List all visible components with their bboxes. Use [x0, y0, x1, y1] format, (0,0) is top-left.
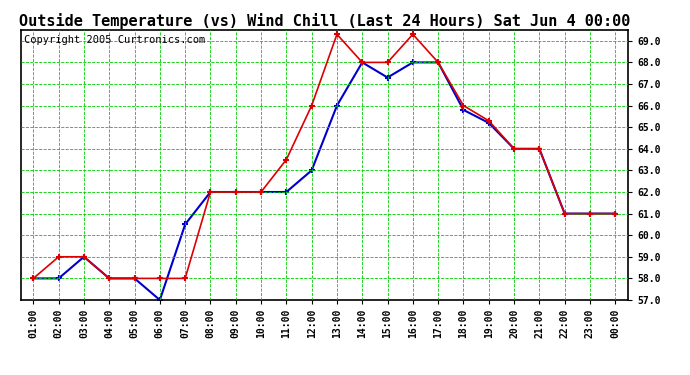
Text: Copyright 2005 Curtronics.com: Copyright 2005 Curtronics.com: [23, 35, 205, 45]
Title: Outside Temperature (vs) Wind Chill (Last 24 Hours) Sat Jun 4 00:00: Outside Temperature (vs) Wind Chill (Las…: [19, 13, 630, 29]
